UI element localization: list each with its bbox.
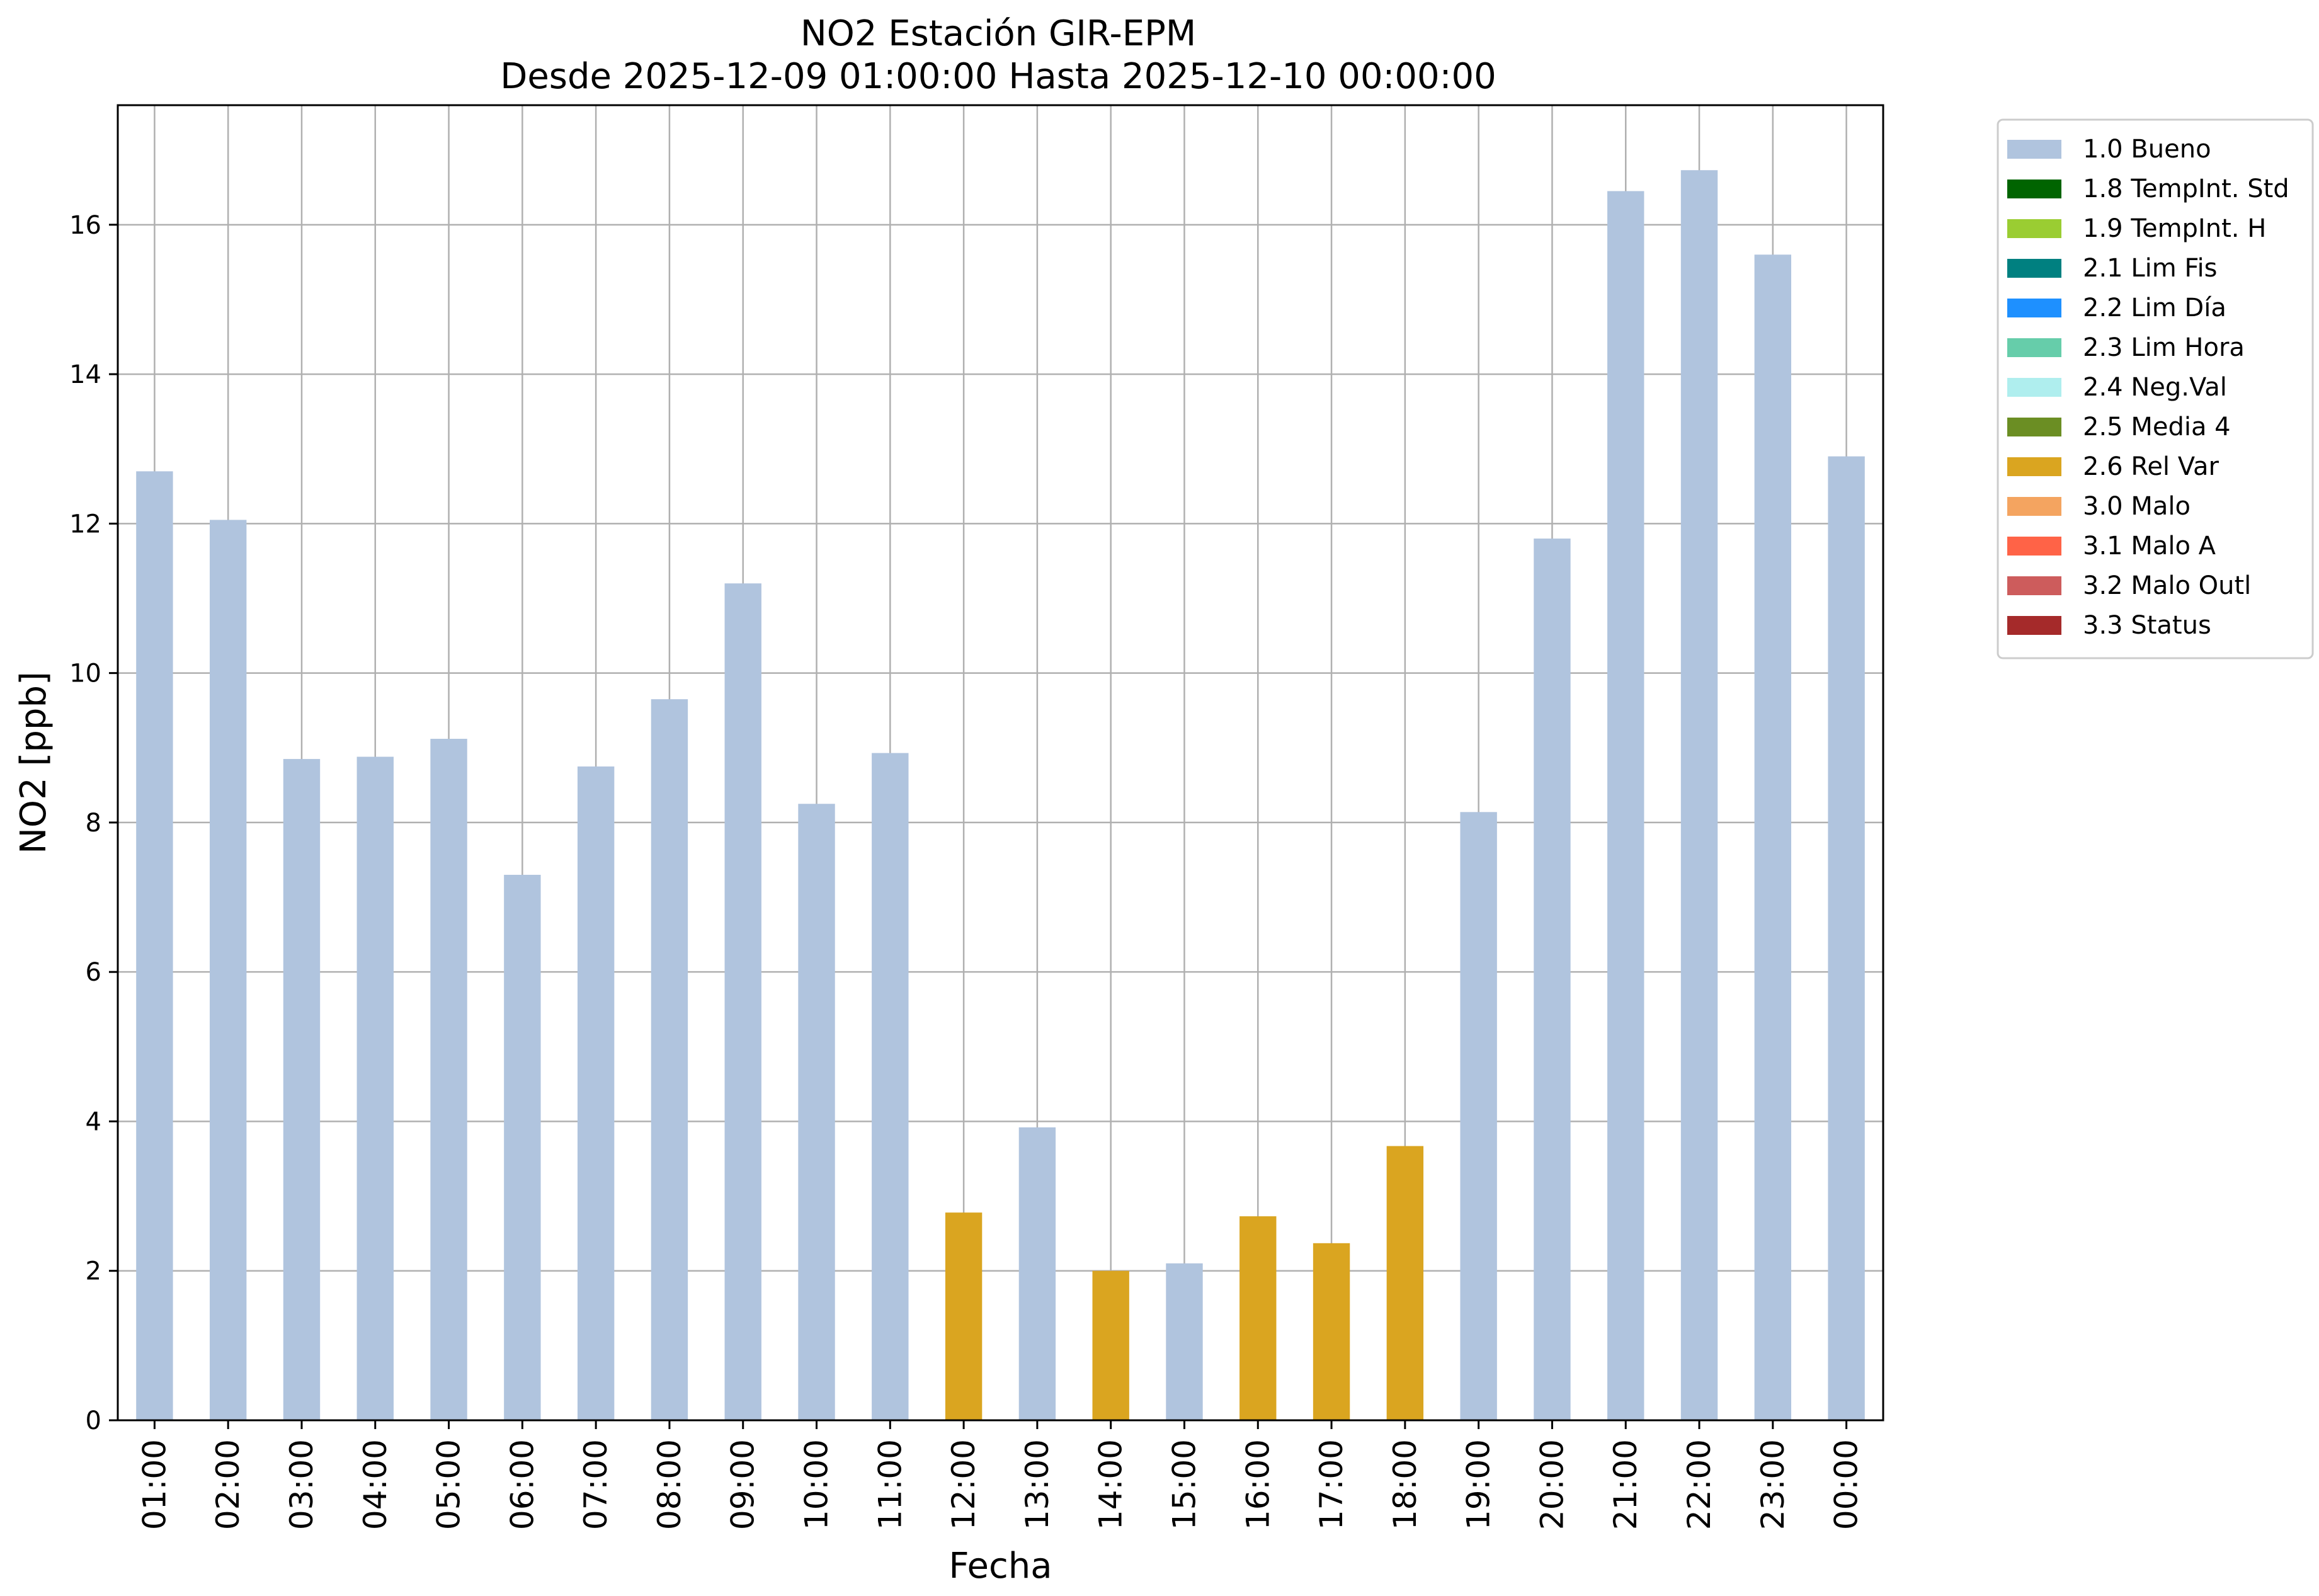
legend: 1.0 Bueno 1.8 TempInt. Std 1.9 TempInt. H 2… [1997,118,2314,659]
x-tick-label: 18:00 [1387,1439,1423,1530]
legend-swatch [2007,140,2061,159]
bar-15:00 [1166,1263,1203,1420]
legend-label: 1.0 Bueno [2083,135,2211,164]
x-axis: 01:00 02:00 03:00 04:00 05:00 06:00 07:00 08:00… [136,1420,1865,1530]
x-tick-label: 16:00 [1239,1439,1276,1530]
x-tick-label: 17:00 [1313,1439,1350,1530]
legend-swatch [2007,180,2061,198]
bar-13:00 [1018,1127,1056,1420]
x-tick-label: 13:00 [1019,1439,1056,1530]
x-tick-label: 05:00 [431,1439,467,1530]
legend-swatch [2007,457,2061,476]
legend-label: 2.3 Lim Hora [2083,333,2245,362]
legend-label: 2.1 Lim Fis [2083,254,2217,283]
bar-21:00 [1607,191,1644,1420]
bars [136,170,1865,1421]
bar-04:00 [356,756,394,1420]
chart-subtitle: Desde 2025-12-09 01:00:00 Hasta 2025-12-… [500,56,1496,97]
bar-05:00 [430,739,467,1420]
bar-06:00 [504,874,541,1420]
y-tick-label: 12 [69,510,101,539]
x-tick-label: 08:00 [651,1439,688,1530]
y-tick-label: 6 [86,958,101,987]
x-tick-label: 10:00 [799,1439,835,1530]
legend-swatch [2007,418,2061,436]
legend-label: 3.2 Malo Outl [2083,571,2251,600]
bar-23:00 [1754,254,1792,1421]
x-tick-label: 15:00 [1166,1439,1202,1530]
legend-swatch [2007,299,2061,317]
x-tick-label: 02:00 [210,1439,246,1530]
bar-16:00 [1239,1216,1277,1420]
legend-label: 3.1 Malo A [2083,532,2216,561]
bar-12:00 [945,1212,983,1420]
legend-label: 2.6 Rel Var [2083,452,2219,481]
legend-label: 1.9 TempInt. H [2083,214,2266,243]
x-tick-label: 04:00 [357,1439,394,1530]
plot-area-frame [117,104,1884,1422]
legend-label: 2.4 Neg.Val [2083,373,2227,402]
bar-20:00 [1534,539,1571,1421]
x-tick-label: 21:00 [1607,1439,1644,1530]
x-tick-label: 20:00 [1534,1439,1570,1530]
x-tick-label: 07:00 [578,1439,614,1530]
legend-swatch [2007,537,2061,556]
x-tick-label: 06:00 [504,1439,540,1530]
y-tick-label: 0 [86,1406,101,1435]
y-axis-label: NO2 [ppb] [13,671,54,854]
bar-18:00 [1386,1146,1424,1420]
y-tick-label: 16 [69,211,101,240]
legend-label: 2.5 Media 4 [2083,413,2231,442]
bar-09:00 [724,583,761,1420]
bar-17:00 [1313,1243,1350,1420]
bar-19:00 [1460,812,1497,1420]
x-tick-label: 11:00 [872,1439,908,1530]
legend-swatch [2007,576,2061,595]
legend-label: 2.2 Lim Día [2083,294,2226,322]
bar-07:00 [577,766,615,1420]
legend-label: 3.0 Malo [2083,492,2191,521]
legend-label: 1.8 TempInt. Std [2083,174,2289,203]
bar-11:00 [872,753,909,1420]
x-tick-label: 03:00 [283,1439,320,1530]
chart-title: NO2 Estación GIR-EPM [801,13,1196,54]
legend-swatch [2007,259,2061,278]
x-axis-label: Fecha [949,1546,1052,1587]
bar-01:00 [136,471,173,1421]
bar-10:00 [798,804,835,1420]
x-tick-label: 00:00 [1828,1439,1865,1530]
y-tick-label: 8 [86,809,101,838]
bar-22:00 [1680,170,1718,1420]
x-tick-label: 12:00 [945,1439,982,1530]
x-tick-label: 23:00 [1755,1439,1791,1530]
bar-08:00 [651,699,688,1420]
y-tick-label: 4 [86,1107,101,1136]
bar-03:00 [283,759,321,1420]
bar-00:00 [1828,456,1865,1421]
x-tick-label: 01:00 [136,1439,173,1530]
y-tick-label: 14 [69,360,101,389]
y-tick-label: 10 [69,659,101,688]
bar-02:00 [209,520,247,1420]
legend-swatch [2007,497,2061,516]
legend-box [1997,118,2314,659]
legend-swatch [2007,219,2061,238]
x-tick-label: 09:00 [725,1439,761,1530]
x-tick-label: 19:00 [1461,1439,1497,1530]
x-tick-label: 14:00 [1093,1439,1129,1530]
legend-label: 3.3 Status [2083,611,2211,640]
legend-swatch [2007,616,2061,635]
y-axis: 0 2 4 6 8 10 12 14 16 [69,211,118,1435]
y-tick-label: 2 [86,1257,101,1286]
bar-14:00 [1092,1270,1129,1420]
legend-swatch [2007,338,2061,357]
legend-swatch [2007,378,2061,397]
x-tick-label: 22:00 [1681,1439,1718,1530]
